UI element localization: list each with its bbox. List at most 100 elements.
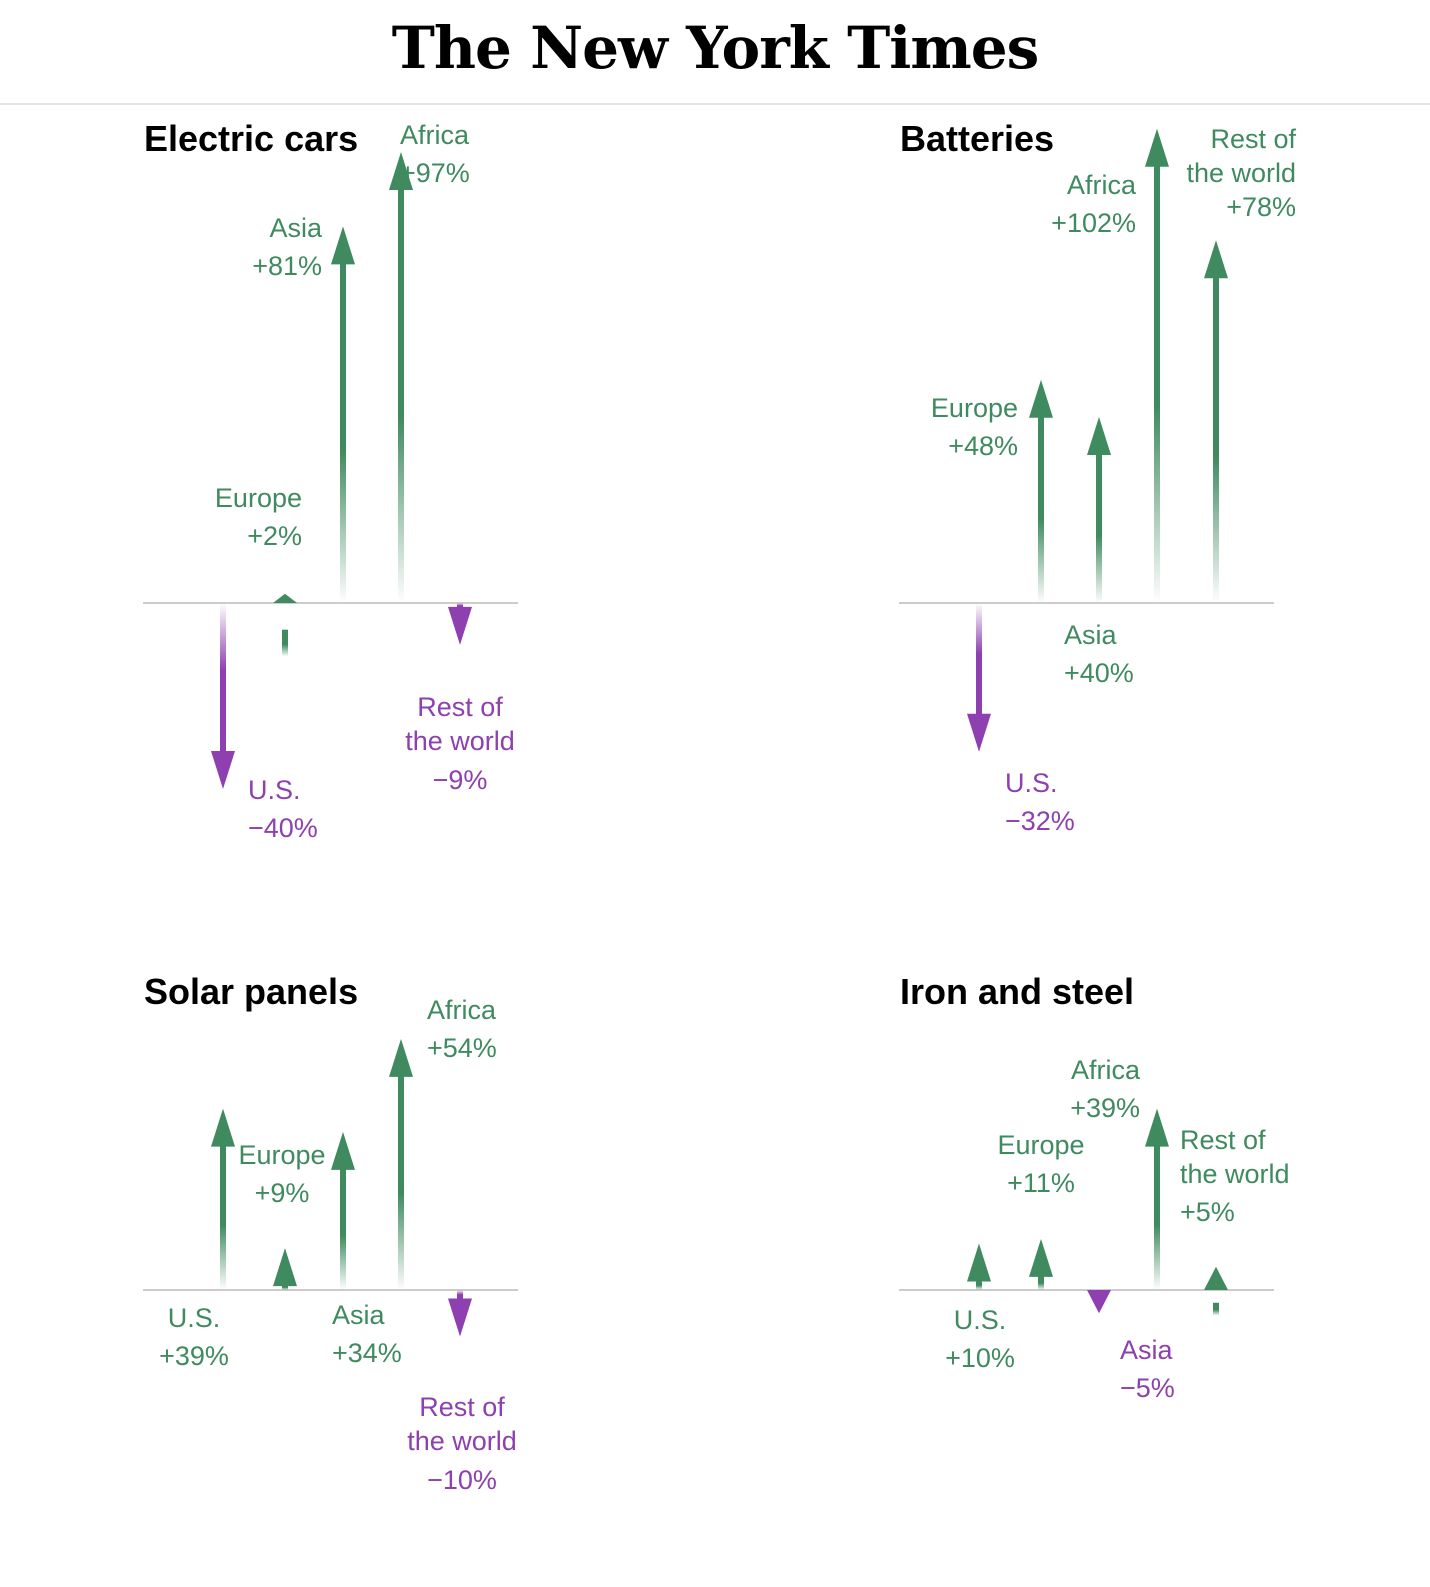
label-asia: Asia +40%: [1064, 616, 1134, 692]
label-us-value: −32%: [1005, 806, 1075, 836]
label-europe-value: +2%: [247, 521, 302, 551]
label-europe-value: +9%: [254, 1178, 310, 1208]
arrow-africa: [1145, 1108, 1169, 1290]
arrow-shaft: [282, 1284, 288, 1290]
label-us: U.S. +10%: [930, 1301, 1030, 1377]
label-rest-of-world: Rest of the world −10%: [392, 1390, 532, 1502]
label-row-value: −9%: [432, 765, 488, 795]
arrow-shaft: [1096, 453, 1102, 603]
label-europe: Europe +11%: [981, 1126, 1101, 1202]
arrow-asia: [1087, 1290, 1111, 1314]
label-africa-value: +97%: [400, 158, 470, 188]
arrow-rest-of-world: [1204, 240, 1228, 603]
masthead: The New York Times: [0, 0, 1430, 105]
label-row-name-1: Rest of: [417, 692, 503, 722]
label-africa-name: Africa: [427, 995, 497, 1025]
label-asia: Asia +81%: [220, 209, 322, 285]
label-africa-name: Africa: [1070, 1055, 1140, 1085]
label-us-value: +10%: [945, 1343, 1015, 1373]
arrow-europe: [1029, 1238, 1053, 1290]
label-europe-name: Europe: [238, 1140, 326, 1170]
arrow-shaft: [398, 187, 404, 603]
chart-electric-cars: Electric cars Africa +97% Asia +81% Euro…: [0, 0, 700, 843]
label-us-value: +39%: [159, 1341, 229, 1371]
label-rest-of-world: Rest of the world +5%: [1180, 1123, 1290, 1233]
arrow-rest-of-world: [448, 1290, 472, 1337]
label-row-value: −10%: [427, 1465, 497, 1495]
label-europe: Europe +48%: [906, 389, 1018, 465]
arrow-rest-of-world: [1204, 1266, 1228, 1316]
chart-title: Electric cars: [144, 118, 359, 159]
arrow-shaft: [457, 1290, 463, 1301]
label-row-name-2: the world: [407, 1426, 517, 1456]
label-africa: Africa +54%: [427, 991, 497, 1067]
label-africa-value: +54%: [427, 1033, 497, 1063]
arrow-us: [967, 1243, 991, 1290]
arrow-head: [273, 1248, 297, 1287]
nyt-logo[interactable]: The New York Times: [391, 14, 1040, 82]
label-row-name-2: the world: [1180, 1159, 1290, 1189]
label-row-name-1: Rest of: [419, 1392, 505, 1422]
label-us: U.S. +39%: [144, 1299, 244, 1375]
chart-title: Solar panels: [144, 971, 359, 1012]
arrow-shaft: [340, 1167, 346, 1290]
arrow-head: [1087, 417, 1111, 455]
arrow-shaft: [398, 1074, 404, 1290]
label-us-value: −40%: [248, 813, 318, 843]
arrow-shaft: [1154, 164, 1160, 603]
arrow-head: [1145, 1108, 1169, 1147]
arrow-shaft: [1038, 1274, 1044, 1290]
arrow-us: [211, 1108, 235, 1290]
arrow-head: [967, 713, 991, 752]
label-us: U.S. −40%: [248, 771, 318, 847]
label-asia-name: Asia: [1064, 620, 1117, 650]
arrow-asia: [331, 1131, 355, 1290]
arrow-head: [1029, 379, 1053, 418]
arrow-africa: [389, 151, 413, 603]
label-us-name: U.S.: [953, 1305, 1007, 1335]
arrow-head: [1204, 240, 1228, 279]
arrow-head: [389, 1038, 413, 1077]
label-asia: Asia +34%: [332, 1296, 402, 1372]
arrow-us: [967, 603, 991, 752]
label-row-name-2: the world: [1186, 158, 1296, 188]
label-europe-name: Europe: [930, 393, 1018, 423]
arrow-shaft: [976, 1279, 982, 1290]
label-africa-name: Africa: [400, 120, 470, 150]
chart-batteries: Batteries Africa +102% Rest of the world…: [756, 0, 1430, 836]
arrow-asia: [1087, 417, 1111, 603]
arrow-shaft: [1038, 415, 1044, 603]
arrow-europe: [273, 1248, 297, 1290]
arrow-africa: [1145, 128, 1169, 603]
arrow-shaft: [282, 629, 288, 657]
arrow-head: [211, 1108, 235, 1147]
label-africa: Africa +39%: [1046, 1051, 1140, 1127]
label-row-name-1: Rest of: [1180, 1125, 1266, 1155]
arrow-shaft: [220, 1144, 226, 1290]
arrow-head: [1145, 128, 1169, 167]
arrow-shaft: [220, 603, 226, 753]
arrow-europe: [1029, 379, 1053, 603]
label-europe-name: Europe: [997, 1130, 1085, 1160]
arrow-europe: [273, 593, 297, 657]
arrow-head: [273, 593, 297, 603]
label-asia-name: Asia: [269, 213, 322, 243]
arrow-shaft: [1213, 276, 1219, 603]
label-us: U.S. −32%: [1005, 764, 1075, 840]
arrow-head: [1204, 1266, 1228, 1290]
chart-svg: [899, 1108, 1274, 1316]
label-europe: Europe +9%: [222, 1136, 342, 1212]
chart-iron-and-steel: Iron and steel Africa +39% Europe +11% R…: [756, 687, 1430, 1427]
label-asia-value: +81%: [252, 251, 322, 281]
label-europe: Europe +2%: [180, 479, 302, 555]
label-row-name-2: the world: [405, 726, 515, 756]
chart-title: Iron and steel: [900, 971, 1135, 1012]
arrow-head: [389, 151, 413, 190]
arrow-shaft: [457, 603, 463, 609]
arrow-us: [211, 603, 235, 789]
chart-svg: [143, 151, 518, 789]
chart-svg: [143, 1038, 518, 1337]
chart-svg: [899, 128, 1274, 752]
label-us-name: U.S.: [248, 775, 301, 805]
label-rest-of-world: Rest of the world −9%: [390, 690, 530, 802]
